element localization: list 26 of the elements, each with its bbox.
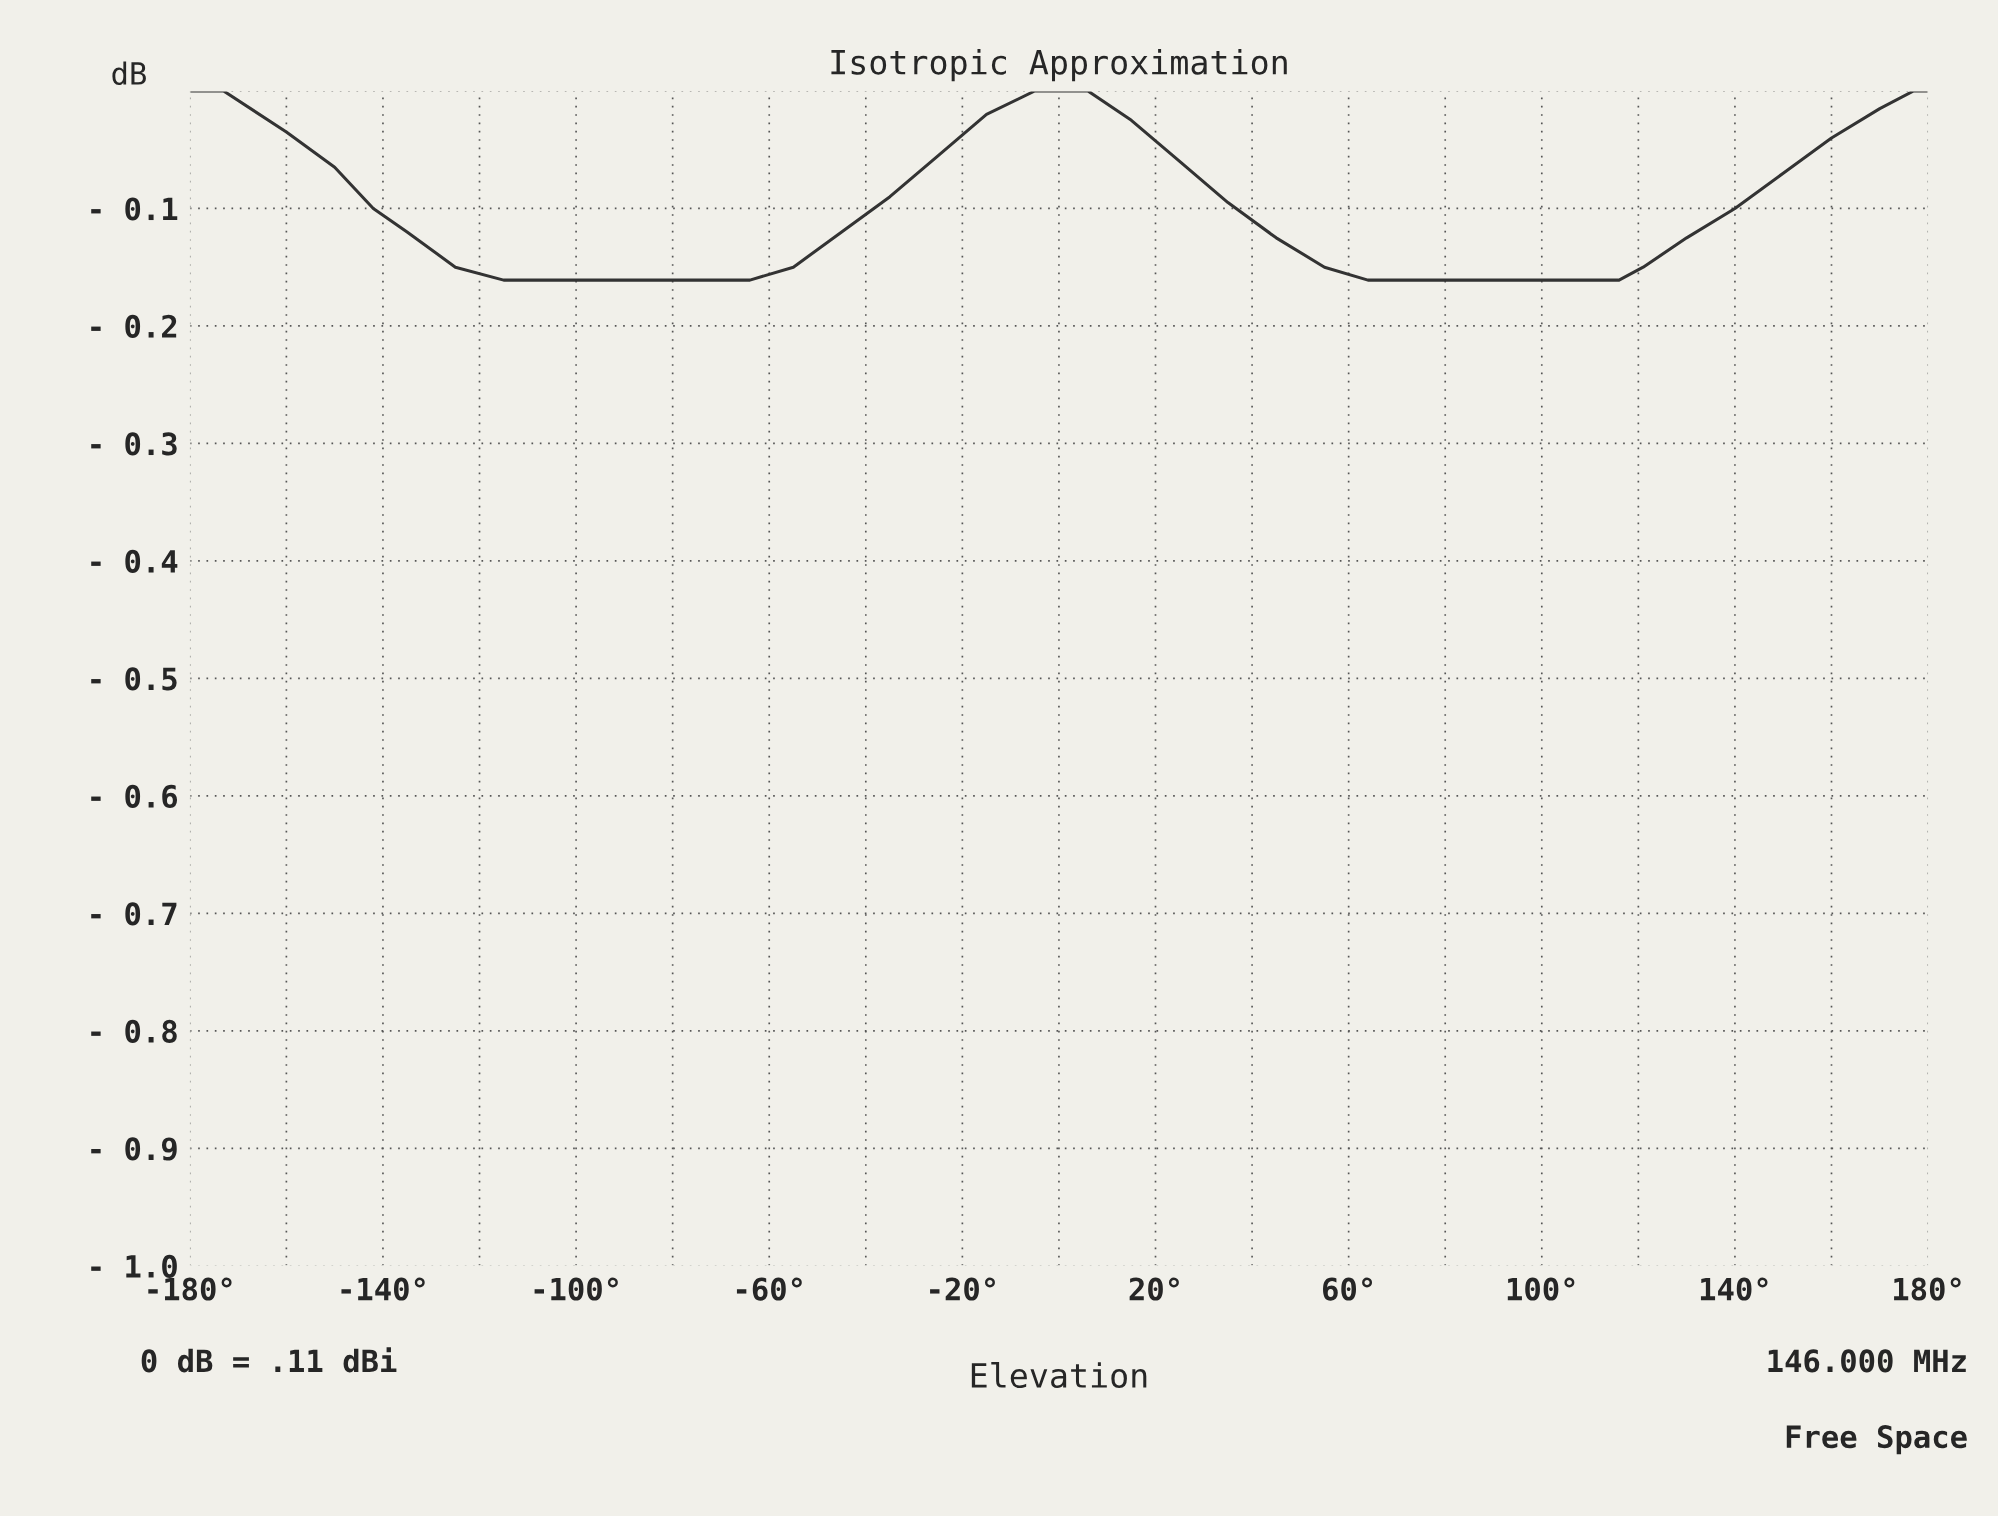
text: Free Space [1786,1425,1967,1455]
y-tick-label: - 0.3 [91,432,177,456]
x-tick-label: 140° [1700,1277,1768,1301]
y-tick-label: - 0.7 [91,902,177,926]
x-tick-label: -140° [341,1277,425,1301]
text: 146.000 MHz [1768,1349,1966,1373]
y-tick-label: - 0.1 [91,197,178,221]
x-axis-title: Elevation [971,1362,1147,1389]
x-tick-label: -180° [148,1277,232,1301]
x-tick-label: -20° [930,1277,995,1301]
y-tick-label: - 0.2 [91,314,177,338]
x-tick-label: -100° [534,1277,618,1301]
x-tick-label: 100° [1507,1277,1575,1301]
y-tick-label: - 0.6 [91,784,178,808]
y-tick-label: - 1.0 [91,1254,177,1278]
text: 0 dB = .11 dBi [141,1347,397,1373]
y-tick-label: - 0.8 [91,1019,177,1043]
x-tick-label: 20° [1129,1277,1179,1301]
x-tick-label: 180° [1894,1277,1961,1301]
y-axis-title: dB [112,61,146,86]
y-tick-label: - 0.4 [91,549,178,573]
x-tick-label: -60° [736,1277,802,1301]
y-tick-label: - 0.5 [91,667,177,691]
chart-title: Isotropic Approximation [831,48,1287,82]
x-tick-label: 60° [1323,1277,1372,1301]
y-tick-label: - 0.9 [91,1137,177,1161]
